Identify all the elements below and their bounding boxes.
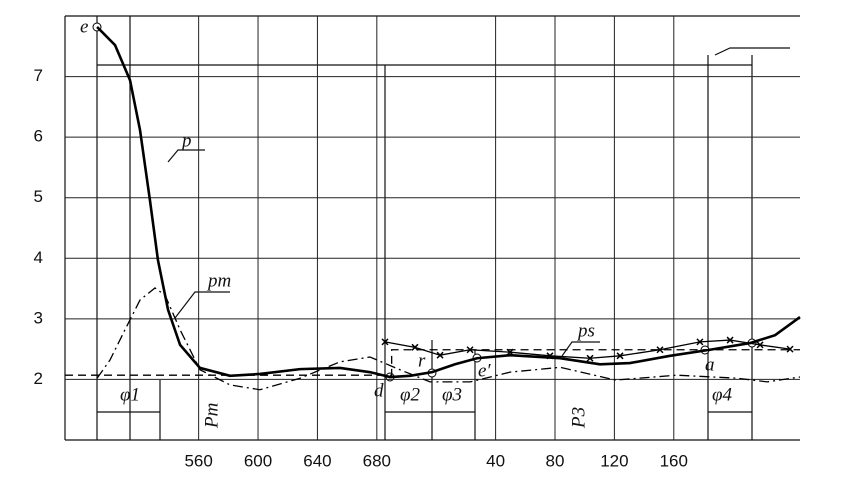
point-marker — [656, 346, 664, 354]
annotation: φ1 — [120, 384, 140, 405]
x-tick-label: 560 — [184, 451, 212, 470]
annotation: φ2 — [400, 384, 421, 405]
series-line — [96, 25, 801, 379]
decorations — [64, 15, 800, 441]
x-tick-label: 600 — [244, 451, 272, 470]
point-marker — [436, 351, 444, 359]
point-marker — [586, 354, 594, 362]
annotation: φ4 — [712, 384, 733, 405]
annotation: p — [180, 130, 192, 151]
y-tick-label: 3 — [34, 308, 43, 327]
point-marker — [616, 352, 624, 360]
annotation: ps — [576, 320, 595, 341]
annotation: r — [418, 350, 426, 371]
annotation: φ3 — [442, 384, 462, 405]
point-marker — [546, 352, 554, 360]
point-marker — [696, 338, 704, 346]
x-tick-label: 40 — [486, 451, 505, 470]
x-tick-label: 120 — [600, 451, 628, 470]
y-tick-label: 6 — [34, 127, 43, 146]
annotation: pт — [206, 270, 231, 291]
series-line — [65, 349, 800, 376]
annotation: P3 — [568, 407, 589, 429]
x-tick-label: 640 — [303, 451, 331, 470]
point-marker — [726, 336, 734, 344]
annotation: Pт — [201, 403, 222, 429]
point-marker — [786, 345, 794, 353]
annotation: a — [705, 354, 715, 375]
annotation: e — [80, 16, 88, 37]
annotation: e′ — [478, 360, 491, 381]
annotation: d — [374, 380, 384, 401]
point-marker — [756, 341, 764, 349]
y-tick-label: 4 — [34, 248, 43, 267]
x-tick-label: 160 — [660, 451, 688, 470]
x-tick-label: 680 — [363, 451, 391, 470]
y-tick-label: 7 — [34, 66, 43, 85]
y-tick-label: 5 — [34, 187, 43, 206]
series-line — [96, 287, 801, 391]
point-marker — [381, 338, 389, 346]
x-tick-label: 80 — [546, 451, 565, 470]
y-tick-label: 2 — [34, 369, 43, 388]
